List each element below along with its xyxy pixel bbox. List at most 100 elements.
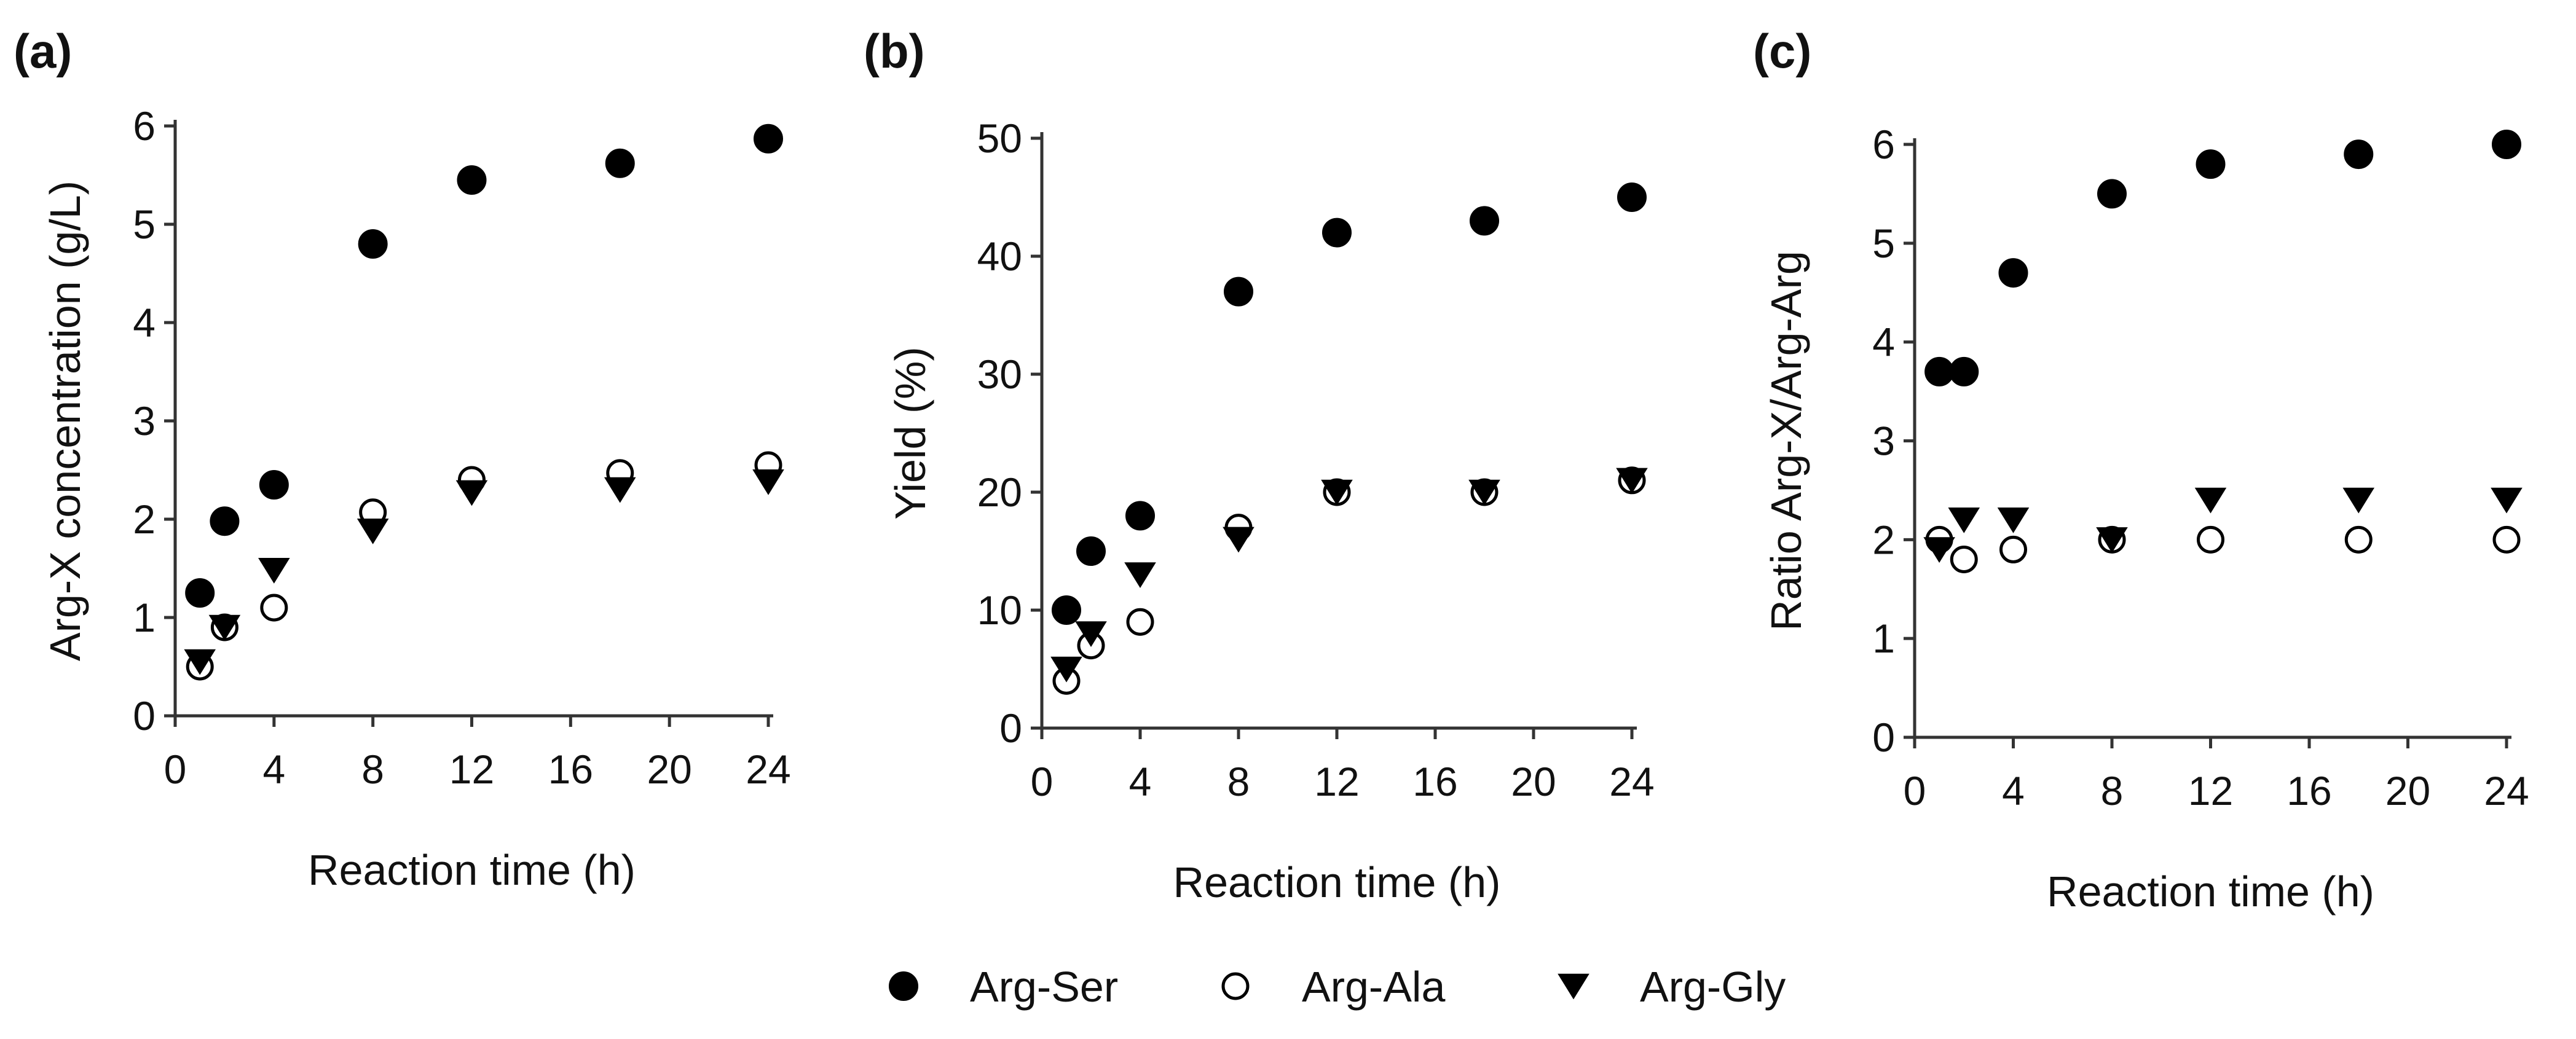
x-axis-title: Reaction time (h) — [1173, 858, 1501, 906]
y-tick-label: 0 — [133, 693, 156, 739]
legend-label-arg-ser: Arg-Ser — [970, 963, 1118, 1011]
x-tick-label: 16 — [1412, 759, 1457, 804]
y-tick-label: 5 — [1872, 221, 1895, 266]
x-tick-label: 12 — [2188, 768, 2233, 814]
x-tick-label: 16 — [2286, 768, 2331, 814]
y-tick-label: 4 — [1872, 320, 1895, 365]
x-tick-label: 8 — [2101, 768, 2124, 814]
x-tick-label: 0 — [164, 747, 187, 792]
data-point-arg-gly — [2491, 487, 2523, 514]
y-tick-label: 3 — [1872, 418, 1895, 464]
panel-label: (a) — [14, 24, 72, 78]
y-tick-label: 10 — [977, 587, 1022, 633]
data-point-arg-ser — [1076, 536, 1106, 566]
x-tick-label: 24 — [746, 747, 790, 792]
data-point-arg-ala — [1126, 608, 1154, 636]
data-point-arg-ser — [210, 506, 240, 536]
y-tick-label: 40 — [977, 233, 1022, 279]
series-arg-ala — [1925, 525, 2521, 573]
series-arg-ser — [1924, 130, 2521, 386]
series-arg-ser — [185, 124, 783, 608]
data-point-arg-ser — [1470, 206, 1499, 236]
x-tick-label: 12 — [1314, 759, 1359, 804]
data-point-arg-ser — [605, 148, 635, 178]
data-point-arg-ser — [1924, 356, 1955, 386]
y-axis-title: Ratio Arg-X/Arg-Arg — [1762, 251, 1810, 631]
data-point-arg-gly — [258, 558, 290, 584]
x-axis-title: Reaction time (h) — [2047, 868, 2374, 915]
series-arg-ser — [1052, 182, 1647, 625]
data-point-arg-ala — [1999, 535, 2027, 563]
series-arg-gly — [184, 469, 784, 675]
data-point-arg-gly — [1997, 507, 2030, 533]
y-tick-label: 5 — [133, 202, 156, 247]
y-tick-label: 4 — [133, 300, 156, 345]
y-tick-label: 20 — [977, 469, 1022, 515]
data-point-arg-ser — [2196, 149, 2226, 179]
data-point-arg-ala — [1950, 546, 1978, 573]
x-tick-label: 4 — [2002, 768, 2025, 814]
y-tick-label: 50 — [977, 116, 1022, 161]
x-tick-label: 8 — [361, 747, 384, 792]
panel-b: (b) 0 10 20 30 40 50 0 4 8 12 16 20 24 Reaction time (… — [864, 24, 1655, 906]
x-tick-label: 24 — [2484, 768, 2529, 814]
x-tick-label: 16 — [548, 747, 593, 792]
x-tick-label: 4 — [1129, 759, 1152, 804]
x-tick-label: 20 — [1511, 759, 1556, 804]
data-point-arg-gly — [2096, 527, 2128, 553]
y-tick-label: 6 — [133, 103, 156, 149]
y-tick-label: 1 — [1872, 616, 1895, 661]
x-tick-label: 12 — [449, 747, 494, 792]
series-arg-gly — [1923, 487, 2523, 563]
y-axis-title: Yield (%) — [886, 347, 934, 519]
data-point-arg-gly — [604, 477, 636, 503]
x-tick-label: 20 — [647, 747, 691, 792]
data-point-arg-ser — [259, 470, 289, 500]
series-arg-gly — [1050, 468, 1648, 683]
legend-label-arg-gly: Arg-Gly — [1640, 963, 1786, 1011]
y-tick-label: 0 — [1872, 715, 1895, 760]
y-tick-label: 1 — [133, 595, 156, 640]
data-point-arg-ala — [260, 594, 288, 622]
y-tick-label: 3 — [133, 398, 156, 444]
data-point-arg-ser — [1322, 218, 1352, 248]
data-point-arg-ser — [1125, 501, 1155, 531]
y-tick-label: 2 — [1872, 517, 1895, 562]
data-point-arg-ser — [1617, 182, 1647, 212]
data-point-arg-ser — [457, 165, 487, 195]
data-point-arg-gly — [1223, 527, 1255, 553]
data-point-arg-gly — [455, 480, 488, 506]
legend-marker-arg-gly — [1558, 973, 1589, 1000]
data-point-arg-gly — [1075, 621, 1107, 647]
data-point-arg-gly — [752, 469, 784, 495]
data-point-arg-gly — [356, 519, 389, 544]
y-tick-label: 30 — [977, 351, 1022, 397]
data-point-arg-ser — [1949, 356, 1979, 386]
x-axis-title: Reaction time (h) — [308, 846, 636, 894]
data-point-arg-gly — [1124, 562, 1156, 588]
data-point-arg-ser — [1224, 276, 1253, 307]
x-tick-label: 24 — [1609, 759, 1654, 804]
data-point-arg-ser — [754, 124, 783, 154]
y-tick-label: 2 — [133, 496, 156, 542]
data-point-arg-ala — [2197, 525, 2224, 554]
panel-label: (c) — [1753, 24, 1811, 78]
y-tick-label: 6 — [1872, 122, 1895, 167]
x-tick-label: 20 — [2385, 768, 2430, 814]
legend-label-arg-ala: Arg-Ala — [1302, 963, 1445, 1011]
data-point-arg-gly — [1050, 656, 1082, 683]
data-point-arg-ser — [1052, 595, 1081, 625]
data-point-arg-gly — [2194, 487, 2227, 514]
data-point-arg-ser — [2344, 139, 2374, 170]
data-point-arg-ser — [2492, 130, 2521, 159]
data-point-arg-gly — [1616, 468, 1648, 494]
data-point-arg-gly — [1923, 537, 1955, 563]
x-tick-label: 8 — [1227, 759, 1250, 804]
data-point-arg-gly — [2342, 487, 2375, 514]
y-axis-title: Arg-X concentration (g/L) — [41, 181, 89, 661]
x-tick-label: 0 — [1904, 768, 1926, 814]
data-point-arg-ser — [185, 578, 215, 608]
